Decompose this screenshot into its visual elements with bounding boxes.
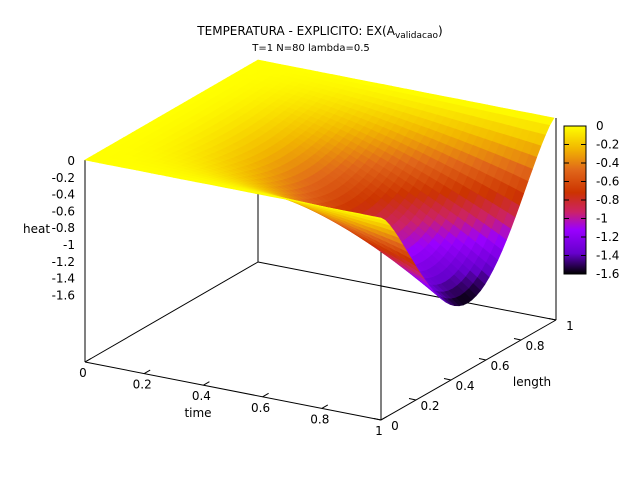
z-tick-label: -0.2 bbox=[52, 171, 75, 185]
colorbar-tick-label: -0.2 bbox=[596, 138, 619, 152]
y-tick-mark bbox=[373, 418, 382, 421]
y-tick-mark bbox=[548, 318, 557, 321]
z-tick-label: -1 bbox=[63, 238, 75, 252]
heat-surface bbox=[84, 59, 555, 307]
x-tick-label: 0 bbox=[79, 366, 87, 380]
x-tick-mark bbox=[262, 392, 269, 398]
z-axis-ticks: 0 -0.2 -0.4 -0.6 -0.8 -1 -1.2 -1.4 -1.6 bbox=[52, 154, 75, 302]
x-tick-label: 0.4 bbox=[192, 389, 211, 403]
surface-patch bbox=[373, 216, 386, 221]
x-axis-label: time bbox=[184, 406, 211, 420]
y-tick-label: 0.4 bbox=[455, 379, 474, 393]
colorbar-tick-label: -1.2 bbox=[596, 230, 619, 244]
title-subscript: validacao bbox=[395, 31, 439, 41]
colorbar-tick-label: -0.6 bbox=[596, 175, 619, 189]
z-axis-label: heat bbox=[23, 222, 50, 236]
x-tick-label: 0.6 bbox=[251, 401, 270, 415]
colorbar-tick-label: -1 bbox=[596, 212, 608, 226]
x-tick-label: 1 bbox=[375, 424, 383, 438]
colorbar-tick-label: 0 bbox=[596, 119, 604, 133]
z-tick-label: -0.8 bbox=[52, 221, 75, 235]
y-tick-mark bbox=[513, 338, 522, 341]
y-tick-mark bbox=[478, 358, 487, 361]
x-tick-mark bbox=[203, 381, 210, 386]
z-tick-label: -0.6 bbox=[52, 204, 75, 218]
x-tick-mark bbox=[143, 369, 151, 375]
z-tick-label: -0.4 bbox=[52, 188, 75, 202]
y-tick-mark bbox=[408, 398, 417, 401]
chart-title: TEMPERATURA - EXPLICITO: EX(Avalidacao) bbox=[196, 24, 442, 41]
z-tick-label: -1.4 bbox=[52, 272, 75, 286]
colorbar-ticks: 0 -0.2 -0.4 -0.6 -0.8 -1 -1.2 -1.4 -1.6 bbox=[564, 119, 619, 281]
colorbar-tick-label: -1.6 bbox=[596, 267, 619, 281]
y-tick-label: 0.2 bbox=[420, 399, 439, 413]
y-axis-ticks: 0 0.2 0.4 0.6 0.8 1 bbox=[373, 318, 574, 433]
x-tick-mark bbox=[321, 404, 329, 409]
y-tick-label: 0.8 bbox=[525, 339, 544, 353]
colorbar-tick-label: -1.4 bbox=[596, 249, 619, 263]
x-tick-mark bbox=[84, 358, 92, 363]
z-tick-label: -1.6 bbox=[52, 288, 75, 302]
chart-subtitle: T=1 N=80 lambda=0.5 bbox=[251, 43, 370, 54]
y-tick-mark bbox=[443, 378, 452, 381]
x-tick-mark bbox=[380, 416, 388, 421]
y-tick-label: 0.6 bbox=[490, 359, 509, 373]
colorbar-tick-label: -0.4 bbox=[596, 156, 619, 170]
y-tick-label: 1 bbox=[566, 319, 574, 333]
colorbar-tick-label: -0.8 bbox=[596, 193, 619, 207]
z-tick-label: 0 bbox=[67, 154, 75, 168]
z-tick-label: -1.2 bbox=[52, 255, 75, 269]
y-tick-label: 0 bbox=[391, 419, 399, 433]
x-tick-label: 0.8 bbox=[310, 412, 329, 426]
x-axis-ticks: 0 0.2 0.4 0.6 0.8 1 bbox=[79, 358, 388, 438]
x-tick-label: 0.2 bbox=[133, 378, 152, 392]
y-axis-label: length bbox=[513, 375, 551, 389]
